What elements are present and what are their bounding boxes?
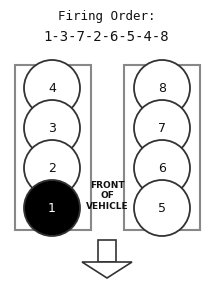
Text: 2: 2 xyxy=(48,162,56,174)
Circle shape xyxy=(134,100,190,156)
Text: FRONT
OF
VEHICLE: FRONT OF VEHICLE xyxy=(86,181,128,211)
Text: 4: 4 xyxy=(48,82,56,94)
Circle shape xyxy=(134,60,190,116)
Text: 1: 1 xyxy=(48,201,56,214)
Text: 5: 5 xyxy=(158,201,166,214)
Circle shape xyxy=(134,140,190,196)
Text: 3: 3 xyxy=(48,121,56,135)
Text: 6: 6 xyxy=(158,162,166,174)
Bar xyxy=(124,65,200,230)
Circle shape xyxy=(24,180,80,236)
Polygon shape xyxy=(82,262,132,278)
Bar xyxy=(15,65,91,230)
Circle shape xyxy=(24,60,80,116)
Bar xyxy=(98,240,116,262)
Text: Firing Order:: Firing Order: xyxy=(58,10,155,23)
Text: 1-3-7-2-6-5-4-8: 1-3-7-2-6-5-4-8 xyxy=(44,30,169,44)
Text: 8: 8 xyxy=(158,82,166,94)
Circle shape xyxy=(134,180,190,236)
Circle shape xyxy=(24,140,80,196)
Circle shape xyxy=(24,100,80,156)
Text: 7: 7 xyxy=(158,121,166,135)
